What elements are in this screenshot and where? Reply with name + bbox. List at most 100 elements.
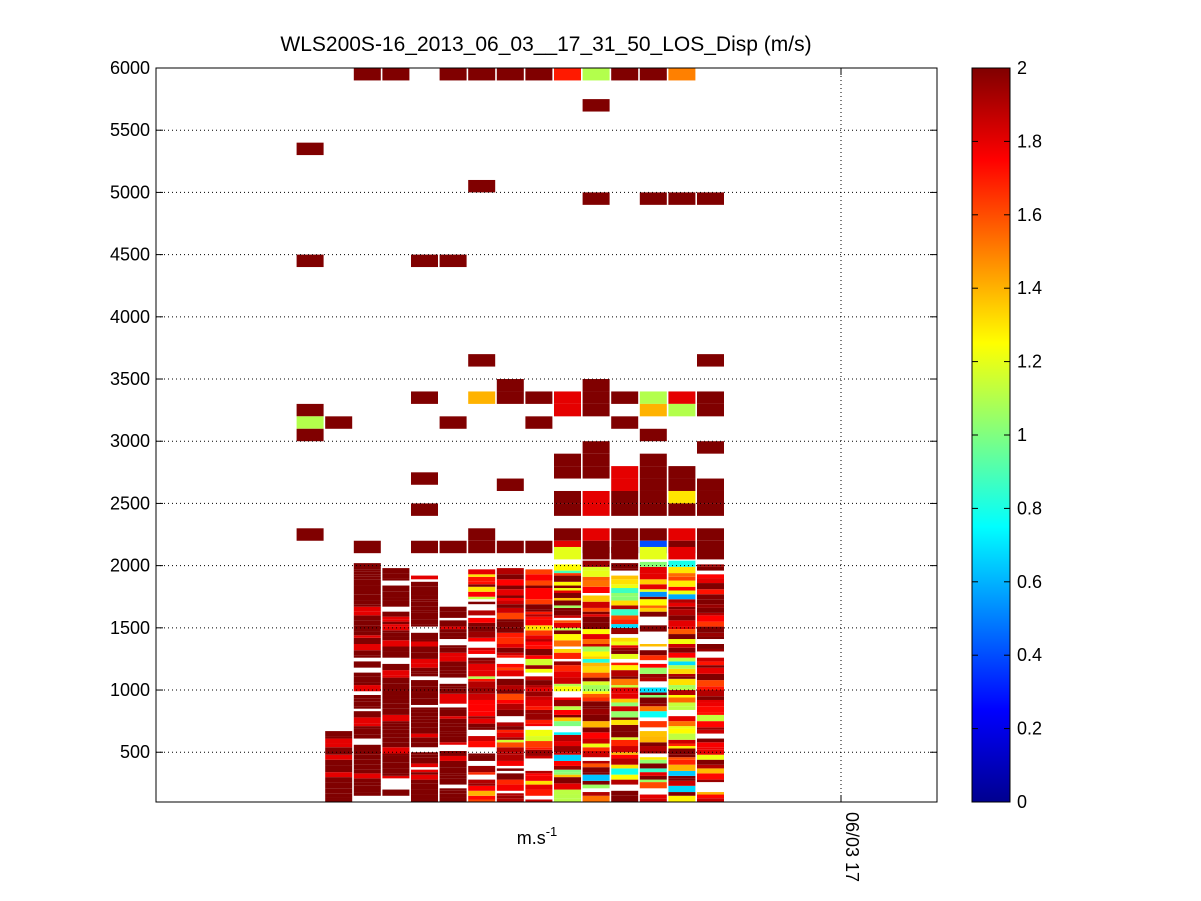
heatmap-cell	[525, 784, 553, 790]
heatmap-cell	[525, 691, 553, 697]
heatmap-cell	[668, 702, 696, 707]
heatmap-cell	[639, 697, 667, 704]
heatmap-cell	[554, 741, 581, 747]
heatmap-cell	[582, 528, 610, 541]
heatmap-cell	[382, 747, 410, 754]
heatmap-cell	[411, 709, 438, 713]
heatmap-cell	[668, 706, 696, 710]
heatmap-cell	[382, 714, 410, 722]
heatmap-cell	[353, 792, 381, 796]
heatmap-cell	[611, 490, 639, 504]
heatmap-cell	[468, 660, 496, 664]
heatmap-cell	[639, 742, 667, 747]
heatmap-cell	[382, 768, 410, 774]
heatmap-cell	[525, 616, 553, 620]
heatmap-cell	[468, 670, 496, 677]
heatmap-cell	[639, 731, 667, 737]
heatmap-cell	[353, 576, 381, 580]
heatmap-cell	[639, 673, 667, 678]
heatmap-cell	[554, 746, 581, 753]
heatmap-cell	[468, 699, 496, 705]
heatmap-cell	[554, 634, 581, 641]
heatmap-cell	[697, 612, 724, 616]
heatmap-cell	[668, 697, 696, 703]
heatmap-cell	[468, 637, 496, 642]
heatmap-cell	[554, 789, 581, 795]
heatmap-cell	[353, 615, 381, 621]
heatmap-cell	[525, 741, 553, 748]
heatmap-cell	[525, 736, 553, 742]
heatmap-cell	[697, 607, 724, 613]
colorbar-tick-label: 1.2	[1017, 352, 1042, 372]
heatmap-cell	[411, 789, 438, 795]
heatmap-cell	[697, 729, 724, 734]
heatmap-cell	[611, 717, 639, 720]
heatmap-cell	[639, 687, 667, 693]
heatmap-cell	[697, 779, 724, 783]
heatmap-cell	[411, 254, 438, 268]
heatmap-cell	[668, 775, 696, 779]
heatmap-cell	[496, 752, 524, 755]
heatmap-cell	[639, 759, 667, 764]
heatmap-cell	[411, 658, 438, 664]
heatmap-cell	[496, 597, 524, 601]
heatmap-cell	[697, 759, 724, 765]
heatmap-cell	[353, 676, 381, 683]
heatmap-cell	[611, 758, 639, 765]
heatmap-cell	[411, 692, 438, 699]
heatmap-cell	[611, 698, 639, 703]
heatmap-cell	[611, 702, 639, 707]
heatmap-cell	[468, 790, 496, 796]
heatmap-cell	[582, 391, 610, 404]
heatmap-cell	[554, 590, 581, 593]
colorbar-tick-label: 1.4	[1017, 278, 1042, 298]
heatmap-cell	[468, 753, 496, 756]
heatmap-cell	[582, 681, 610, 686]
heatmap-cell	[639, 772, 667, 776]
heatmap-cell	[668, 594, 696, 600]
heatmap-cell	[639, 667, 667, 674]
heatmap-cell	[582, 546, 610, 560]
heatmap-cell	[496, 619, 524, 622]
heatmap-cell	[382, 619, 410, 622]
heatmap-cell	[554, 760, 581, 766]
heatmap-cell	[611, 647, 639, 651]
heatmap-cell	[411, 641, 438, 647]
heatmap-cell	[382, 737, 410, 743]
heatmap-cell	[325, 765, 353, 773]
heatmap-cell	[697, 594, 724, 600]
heatmap-cell	[639, 490, 667, 504]
heatmap-cell	[668, 639, 696, 645]
heatmap-cell	[525, 699, 553, 707]
heatmap-cell	[525, 770, 553, 774]
heatmap-cell	[668, 759, 696, 765]
heatmap-cell	[611, 711, 639, 718]
heatmap-cell	[525, 585, 553, 589]
heatmap-cell	[439, 652, 467, 657]
heatmap-cell	[697, 749, 724, 755]
heatmap-cell	[353, 769, 381, 774]
heatmap-cell	[611, 528, 639, 541]
heatmap-cell	[611, 391, 639, 404]
heatmap-cell	[668, 685, 696, 688]
heatmap-cell	[439, 254, 467, 268]
heatmap-cell	[554, 774, 581, 778]
heatmap-cell	[611, 653, 639, 659]
heatmap-cell	[411, 652, 438, 659]
heatmap-cell	[468, 795, 496, 800]
heatmap-cell	[582, 738, 610, 744]
heatmap-cell	[697, 673, 724, 681]
heatmap-cell	[468, 574, 496, 577]
heatmap-cell	[668, 615, 696, 621]
heatmap-cell	[439, 797, 467, 802]
heatmap-cell	[353, 701, 381, 707]
heatmap-cell	[496, 729, 524, 733]
heatmap-cell	[353, 594, 381, 601]
heatmap-cell	[411, 619, 438, 625]
heatmap-cell	[439, 788, 467, 791]
heatmap-cell	[611, 584, 639, 589]
heatmap-cell	[468, 718, 496, 724]
heatmap-cell	[697, 644, 724, 649]
y-tick-label: 2000	[110, 556, 150, 576]
heatmap-cell	[411, 712, 438, 717]
